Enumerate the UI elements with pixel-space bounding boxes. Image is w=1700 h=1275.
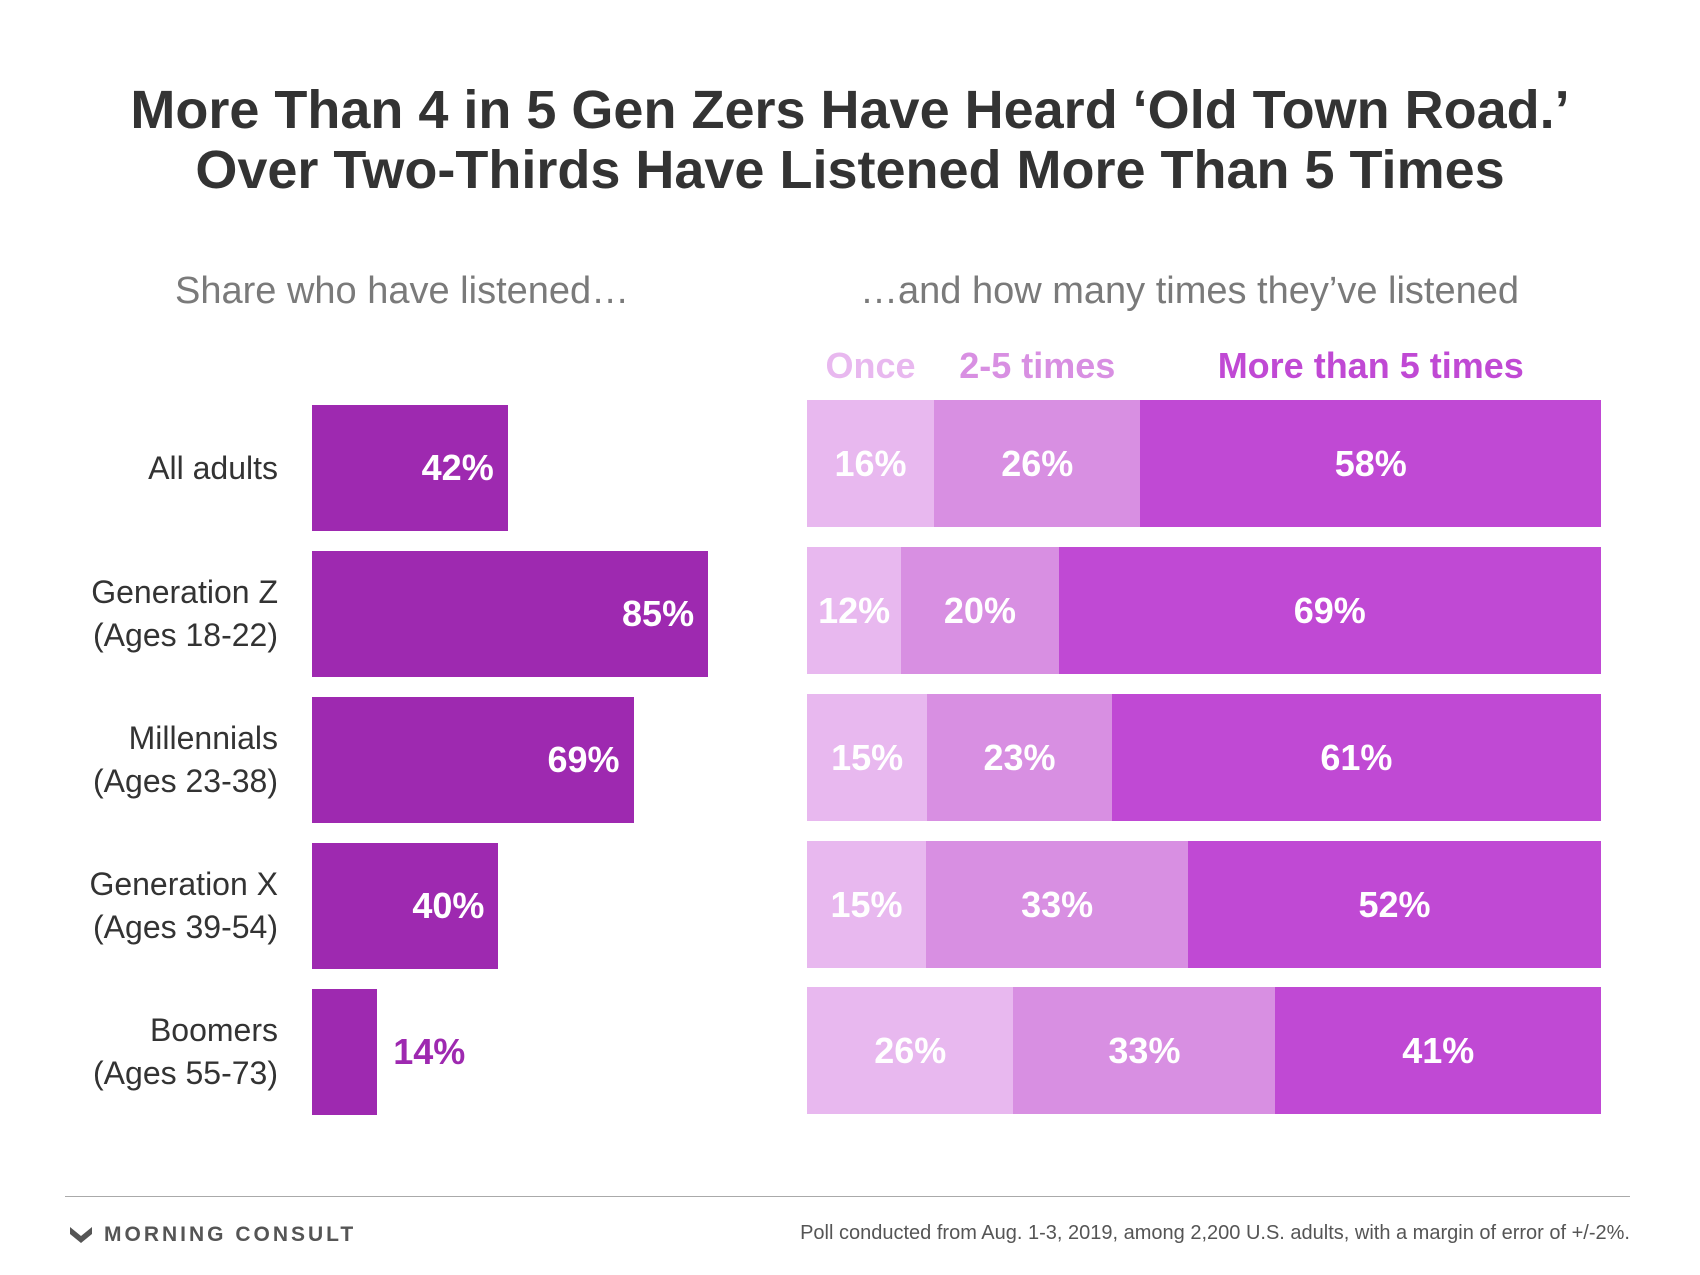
- stacked-segment-label: 20%: [943, 589, 1016, 631]
- morning-consult-logo-icon: [70, 1227, 92, 1243]
- category-label: Generation Z (Ages 18-22): [20, 571, 278, 657]
- stacked-segment: 26%: [934, 400, 1141, 527]
- stacked-segment-label: 61%: [1320, 736, 1393, 778]
- stacked-segment-label: 41%: [1402, 1029, 1475, 1071]
- stacked-segment: 33%: [926, 841, 1189, 968]
- stacked-segment: 33%: [1013, 987, 1276, 1114]
- stacked-segment: 20%: [901, 547, 1059, 674]
- stacked-segment: 26%: [807, 987, 1014, 1114]
- share-bar-label: 40%: [412, 885, 485, 926]
- category-label: Boomers (Ages 55-73): [20, 1009, 278, 1095]
- footer-divider: [65, 1196, 1630, 1197]
- category-label-line: (Ages 39-54): [93, 909, 278, 945]
- stacked-segment: 41%: [1275, 987, 1601, 1114]
- footnote: Poll conducted from Aug. 1-3, 2019, amon…: [800, 1222, 1630, 1244]
- stacked-segment: 58%: [1140, 400, 1601, 527]
- stacked-segment-label: 15%: [830, 883, 903, 925]
- category-label-line: (Ages 23-38): [93, 763, 278, 799]
- brand-name: MORNING CONSULT: [104, 1223, 357, 1246]
- category-label: Millennials (Ages 23-38): [20, 717, 278, 803]
- category-label-line: Boomers: [149, 1012, 278, 1048]
- stacked-segment-label: 23%: [983, 736, 1056, 778]
- share-bar: [312, 843, 499, 969]
- stacked-segment-label: 58%: [1334, 442, 1407, 484]
- category-label-line: Millennials: [128, 720, 278, 756]
- stacked-segment: 15%: [807, 694, 928, 821]
- share-bar: [312, 551, 709, 677]
- share-bar-label: 42%: [421, 447, 494, 488]
- stacked-segment-label: 26%: [874, 1029, 947, 1071]
- stacked-segment: 69%: [1058, 547, 1601, 674]
- share-bar: [312, 697, 634, 823]
- category-label-line: (Ages 18-22): [93, 617, 278, 653]
- share-bar: [312, 989, 378, 1115]
- stacked-segment-label: 69%: [1293, 589, 1366, 631]
- stacked-segment-label: 33%: [1021, 883, 1094, 925]
- share-bar: [312, 405, 508, 531]
- category-label-line: Generation Z: [91, 574, 278, 610]
- stacked-segment: 12%: [807, 547, 902, 674]
- stacked-segment: 23%: [927, 694, 1112, 821]
- legend-item: 2-5 times: [959, 345, 1116, 386]
- share-bar-label: 69%: [547, 739, 620, 780]
- stacked-segment-label: 26%: [1001, 442, 1074, 484]
- category-label: Generation X (Ages 39-54): [20, 863, 278, 949]
- legend-item: Once: [825, 345, 916, 386]
- stacked-segment-label: 15%: [831, 736, 904, 778]
- title-line-2: Over Two-Thirds Have Listened More Than …: [195, 140, 1505, 200]
- category-label-line: (Ages 55-73): [93, 1055, 278, 1091]
- category-label: All adults: [20, 447, 278, 490]
- share-bar-label: 14%: [393, 1031, 466, 1072]
- stacked-segment-label: 33%: [1108, 1029, 1181, 1071]
- title-line-1: More Than 4 in 5 Gen Zers Have Heard ‘Ol…: [130, 80, 1570, 140]
- category-label-line: All adults: [148, 449, 278, 486]
- legend-item: More than 5 times: [1217, 345, 1524, 386]
- stacked-segment: 52%: [1188, 841, 1601, 968]
- stacked-segment: 15%: [807, 841, 927, 968]
- share-bar-label: 85%: [622, 593, 695, 634]
- stacked-segment-label: 12%: [818, 589, 891, 631]
- left-panel-subtitle: Share who have listened…: [175, 270, 630, 312]
- stacked-segment: 16%: [807, 400, 935, 527]
- stacked-segment-label: 52%: [1358, 883, 1431, 925]
- brand-logo: MORNING CONSULT: [68, 1223, 356, 1247]
- chart-title: More Than 4 in 5 Gen Zers Have Heard ‘Ol…: [0, 80, 1700, 200]
- stacked-segment-label: 16%: [834, 442, 907, 484]
- right-panel-subtitle: …and how many times they’ve listened: [860, 270, 1519, 312]
- category-label-line: Generation X: [89, 866, 278, 902]
- stacked-segment: 61%: [1111, 694, 1601, 821]
